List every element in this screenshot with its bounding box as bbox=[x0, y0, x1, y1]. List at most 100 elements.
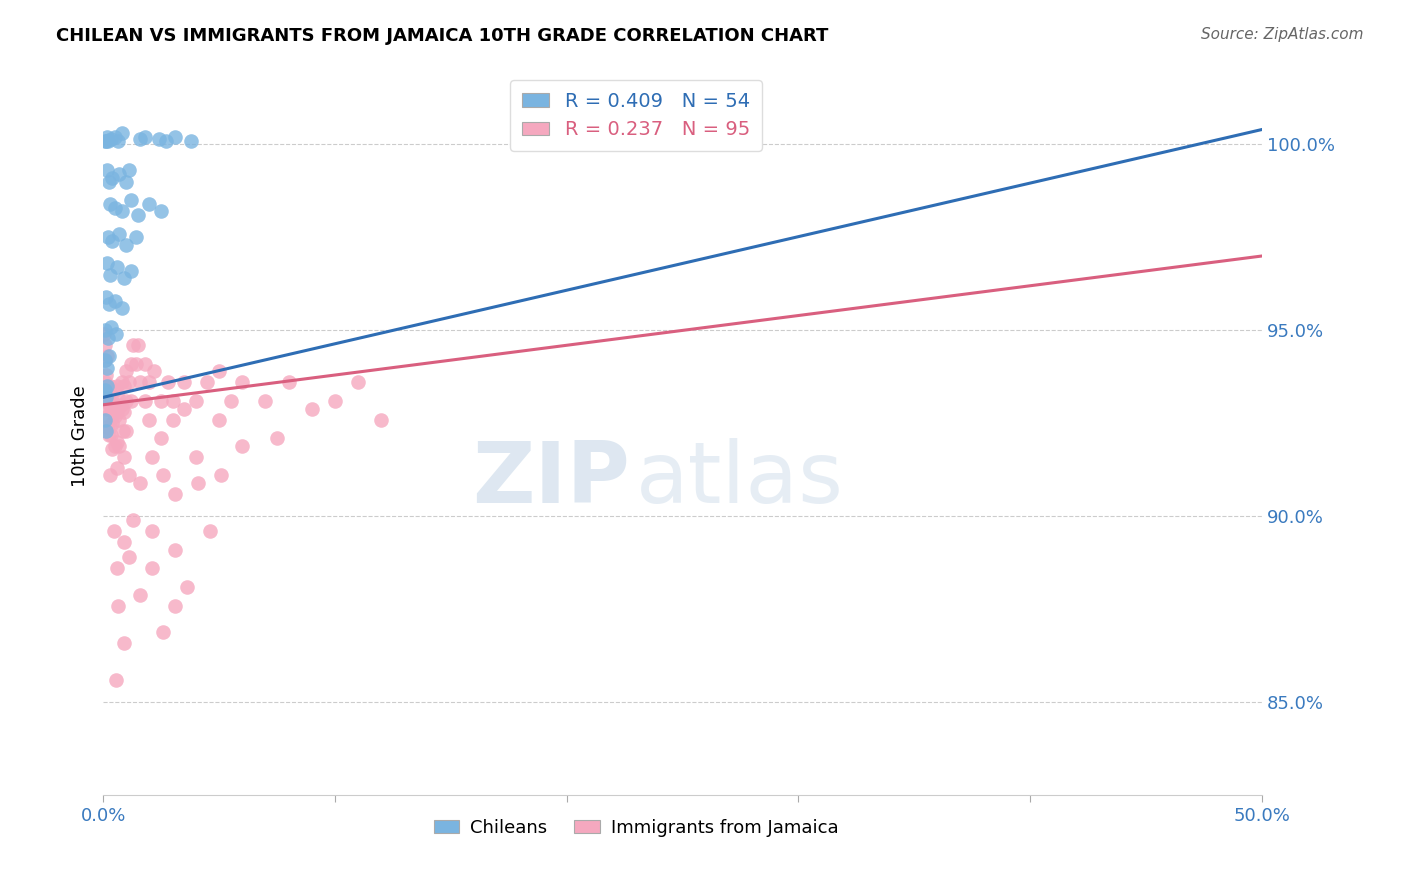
Point bbox=[120, 264, 142, 278]
Point bbox=[254, 394, 277, 409]
Point bbox=[173, 376, 195, 390]
Point bbox=[111, 126, 134, 140]
Point bbox=[97, 230, 120, 244]
Point bbox=[134, 357, 156, 371]
Point bbox=[163, 487, 186, 501]
Point bbox=[94, 376, 117, 390]
Point bbox=[98, 468, 121, 483]
Point bbox=[138, 197, 160, 211]
Text: atlas: atlas bbox=[636, 438, 844, 521]
Point bbox=[148, 132, 170, 146]
Point bbox=[94, 323, 117, 337]
Point bbox=[112, 405, 135, 419]
Point bbox=[93, 327, 115, 342]
Point bbox=[129, 588, 152, 602]
Point bbox=[98, 379, 121, 393]
Point bbox=[94, 134, 117, 148]
Point bbox=[150, 394, 173, 409]
Point bbox=[104, 327, 127, 342]
Point bbox=[97, 350, 120, 364]
Y-axis label: 10th Grade: 10th Grade bbox=[72, 385, 89, 487]
Point bbox=[152, 468, 174, 483]
Point bbox=[111, 204, 134, 219]
Point bbox=[231, 376, 253, 390]
Point bbox=[105, 561, 128, 575]
Point bbox=[187, 475, 209, 490]
Point bbox=[277, 376, 299, 390]
Point bbox=[101, 394, 124, 409]
Point bbox=[115, 364, 138, 378]
Point bbox=[96, 350, 118, 364]
Point bbox=[184, 450, 207, 464]
Point bbox=[176, 580, 198, 594]
Point bbox=[104, 398, 127, 412]
Point bbox=[155, 134, 177, 148]
Point bbox=[120, 193, 142, 207]
Point bbox=[97, 390, 120, 404]
Point bbox=[141, 561, 163, 575]
Point bbox=[108, 167, 131, 181]
Point bbox=[127, 338, 149, 352]
Point bbox=[105, 260, 128, 275]
Point bbox=[96, 379, 118, 393]
Point bbox=[110, 398, 132, 412]
Point bbox=[129, 132, 152, 146]
Point bbox=[184, 394, 207, 409]
Point bbox=[180, 134, 202, 148]
Point bbox=[124, 230, 146, 244]
Point bbox=[98, 268, 121, 282]
Point bbox=[98, 398, 121, 412]
Point bbox=[112, 450, 135, 464]
Point bbox=[129, 376, 152, 390]
Point bbox=[94, 412, 117, 426]
Point bbox=[108, 227, 131, 241]
Point bbox=[198, 524, 221, 539]
Point bbox=[104, 439, 127, 453]
Point bbox=[96, 401, 118, 416]
Point bbox=[134, 130, 156, 145]
Point bbox=[104, 130, 127, 145]
Point bbox=[103, 405, 125, 419]
Point bbox=[98, 197, 121, 211]
Point bbox=[117, 550, 139, 565]
Point bbox=[163, 130, 186, 145]
Point bbox=[105, 435, 128, 450]
Point bbox=[129, 475, 152, 490]
Point bbox=[301, 401, 323, 416]
Point bbox=[97, 331, 120, 345]
Point bbox=[112, 636, 135, 650]
Point bbox=[111, 376, 134, 390]
Point bbox=[266, 431, 288, 445]
Point bbox=[94, 368, 117, 382]
Point bbox=[96, 130, 118, 145]
Point bbox=[370, 412, 392, 426]
Point bbox=[94, 353, 117, 368]
Point bbox=[105, 461, 128, 475]
Point bbox=[117, 468, 139, 483]
Point bbox=[152, 624, 174, 639]
Point bbox=[96, 420, 118, 434]
Point bbox=[96, 360, 118, 375]
Point bbox=[94, 424, 117, 438]
Point bbox=[100, 319, 122, 334]
Point bbox=[323, 394, 346, 409]
Point bbox=[150, 204, 173, 219]
Point bbox=[219, 394, 242, 409]
Point bbox=[100, 401, 122, 416]
Point bbox=[138, 376, 160, 390]
Point bbox=[134, 394, 156, 409]
Point bbox=[104, 201, 127, 215]
Point bbox=[94, 383, 117, 397]
Point bbox=[96, 256, 118, 270]
Point bbox=[120, 357, 142, 371]
Point bbox=[94, 353, 117, 368]
Point bbox=[97, 134, 120, 148]
Point bbox=[143, 364, 166, 378]
Point bbox=[104, 383, 127, 397]
Point bbox=[94, 383, 117, 397]
Point bbox=[163, 599, 186, 613]
Point bbox=[105, 379, 128, 393]
Text: CHILEAN VS IMMIGRANTS FROM JAMAICA 10TH GRADE CORRELATION CHART: CHILEAN VS IMMIGRANTS FROM JAMAICA 10TH … bbox=[56, 27, 828, 45]
Point bbox=[100, 427, 122, 442]
Point bbox=[209, 468, 232, 483]
